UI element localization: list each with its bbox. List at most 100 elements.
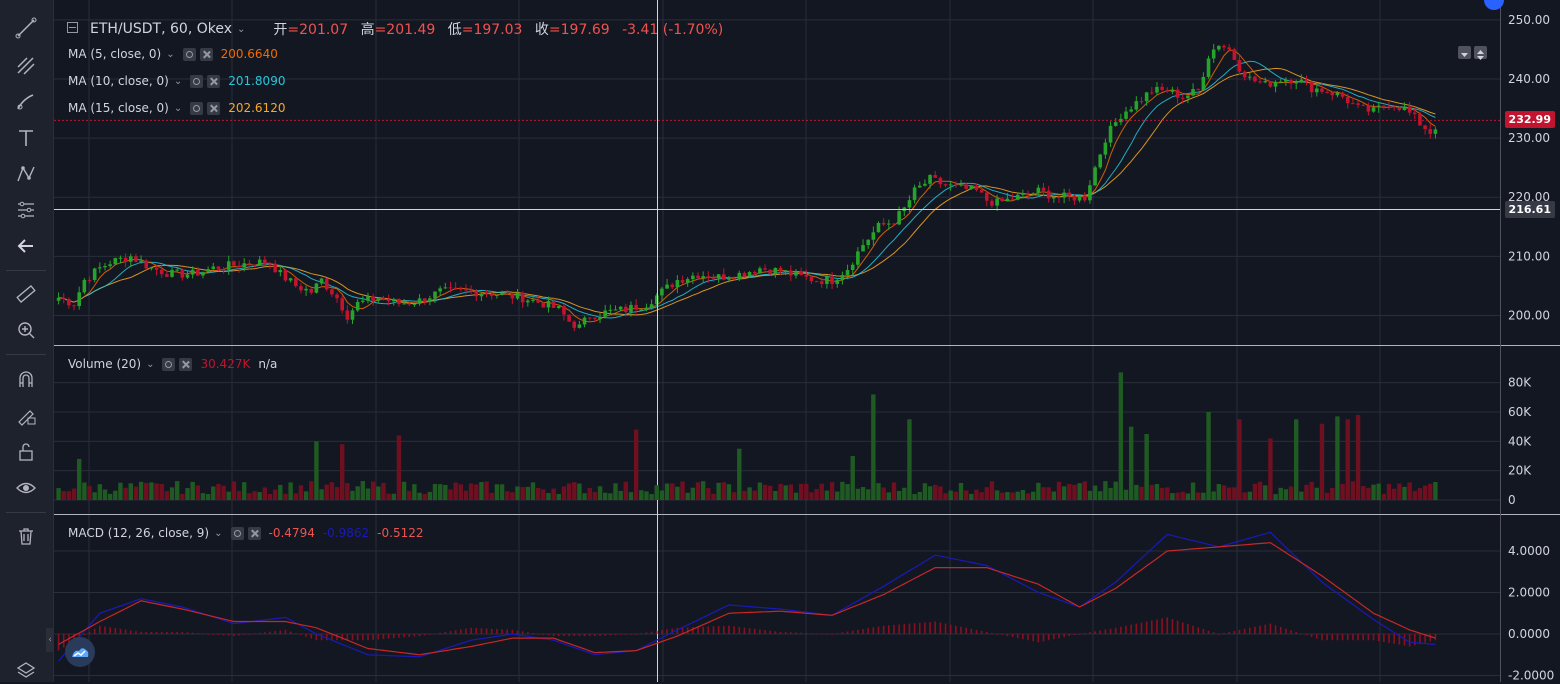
back-arrow-icon[interactable]	[10, 232, 42, 260]
volume-bar	[468, 483, 474, 500]
chevron-down-icon[interactable]: ⌄	[173, 102, 183, 114]
layers-icon[interactable]	[10, 656, 42, 684]
settings-icon[interactable]	[162, 357, 176, 371]
chevron-down-icon[interactable]: ⌄	[237, 23, 246, 35]
candle-body	[134, 256, 138, 262]
macd-histogram-bar	[594, 634, 596, 637]
high-label: 高	[360, 22, 375, 38]
settings-icon[interactable]	[230, 526, 244, 540]
candle-body	[933, 175, 938, 178]
close-icon[interactable]	[179, 357, 193, 371]
volume-bar	[649, 494, 654, 500]
maximize-pane-button[interactable]	[1474, 46, 1487, 60]
volume-bar	[211, 486, 216, 500]
candle-body	[263, 259, 267, 264]
macd-value-3: -0.5122	[377, 526, 424, 540]
eye-icon[interactable]	[10, 474, 42, 502]
line-tool-icon[interactable]	[10, 14, 42, 42]
volume-bar	[958, 482, 964, 500]
settings-icon[interactable]	[182, 47, 196, 61]
candle-body	[1072, 195, 1077, 201]
candle-body	[804, 274, 809, 277]
close-icon[interactable]	[207, 74, 221, 88]
add-indicator-button[interactable]	[1484, 0, 1504, 10]
volume-bar	[613, 483, 618, 500]
settings-icon[interactable]	[190, 101, 204, 115]
volume-bar	[66, 491, 72, 500]
candle-body	[381, 298, 386, 300]
pattern-tool-icon[interactable]	[10, 160, 42, 188]
chevron-down-icon[interactable]: ⌄	[146, 358, 155, 370]
ma10-name[interactable]: MA (10, close, 0)	[68, 74, 169, 88]
candle-body	[443, 287, 448, 289]
volume-bar	[1020, 489, 1026, 500]
candle-body	[1093, 167, 1097, 186]
macd-histogram-bar	[294, 633, 297, 635]
lock-drawing-icon[interactable]	[10, 401, 42, 429]
volume-bar	[974, 489, 979, 500]
text-tool-icon[interactable]	[10, 124, 42, 152]
volume-bar	[1407, 482, 1412, 500]
chevron-down-icon[interactable]: ⌄	[214, 527, 223, 539]
candle-body	[1041, 187, 1046, 191]
macd-histogram-bar	[692, 627, 694, 634]
ruler-icon[interactable]	[10, 280, 42, 308]
macd-histogram-bar	[135, 631, 137, 634]
macd-histogram-bar	[238, 634, 240, 636]
macd-value-2: -0.9862	[322, 526, 370, 540]
zoom-in-icon[interactable]	[10, 316, 42, 344]
macd-histogram-bar	[1135, 623, 1138, 634]
macd-histogram-bar	[248, 634, 251, 635]
candle-body	[1371, 107, 1376, 112]
volume-bar	[520, 487, 525, 500]
macd-histogram-bar	[753, 628, 756, 634]
candle-body	[1232, 49, 1237, 60]
macd-histogram-bar	[552, 634, 555, 637]
macd-histogram-bar	[697, 626, 699, 634]
candle-body	[1021, 193, 1025, 195]
trash-icon[interactable]	[10, 522, 42, 550]
close-icon[interactable]	[247, 526, 261, 540]
close-icon[interactable]	[207, 101, 221, 115]
ma5-name[interactable]: MA (5, close, 0)	[68, 47, 162, 61]
scroll-down-button[interactable]	[1458, 46, 1471, 59]
macd-histogram-bar	[1233, 630, 1236, 634]
candle-body	[355, 301, 360, 311]
macd-histogram-bar	[1053, 634, 1055, 640]
candle-body	[1325, 91, 1329, 93]
toolbar-collapse-handle[interactable]: ‹	[46, 628, 54, 652]
collapse-legend-button[interactable]	[67, 22, 78, 33]
unlock-icon[interactable]	[10, 438, 42, 466]
logo-icon[interactable]	[65, 637, 95, 667]
chevron-down-icon[interactable]: ⌄	[166, 48, 175, 60]
macd-histogram-bar	[1016, 634, 1019, 639]
macd-histogram-bar	[1207, 630, 1210, 634]
macd-name[interactable]: MACD (12, 26, close, 9)	[68, 526, 210, 540]
prediction-tool-icon[interactable]	[10, 196, 42, 224]
volume-bar	[572, 482, 577, 500]
candle-body	[61, 297, 66, 300]
magnet-icon[interactable]	[10, 366, 42, 394]
brush-tool-icon[interactable]	[10, 88, 42, 116]
price-axis-tick: 200.00	[1508, 308, 1550, 322]
chart-canvas[interactable]: 250.00 240.00 230.00 220.00 210.00 200.00 80K 6…	[54, 0, 1560, 682]
settings-icon[interactable]	[190, 74, 204, 88]
chevron-down-icon[interactable]: ⌄	[173, 75, 183, 87]
ma15-name[interactable]: MA (15, close, 0)	[68, 101, 169, 115]
volume-bar	[458, 484, 464, 500]
low-value: =197.03	[461, 22, 523, 38]
candle-body	[1376, 105, 1381, 108]
macd-histogram-bar	[929, 621, 931, 634]
volume-name[interactable]: Volume (20)	[68, 357, 142, 371]
symbol-title[interactable]: ETH/USDT, 60, Okex	[90, 21, 233, 37]
fib-tool-icon[interactable]	[10, 52, 42, 80]
candle-body	[293, 278, 298, 287]
volume-bar	[639, 490, 644, 500]
volume-bar	[56, 488, 61, 500]
candle-body	[1186, 95, 1190, 99]
macd-histogram-bar	[924, 622, 926, 634]
macd-histogram-bar	[666, 629, 668, 634]
volume-bar	[396, 435, 402, 500]
candle-body	[484, 293, 489, 295]
close-icon[interactable]	[199, 47, 213, 61]
